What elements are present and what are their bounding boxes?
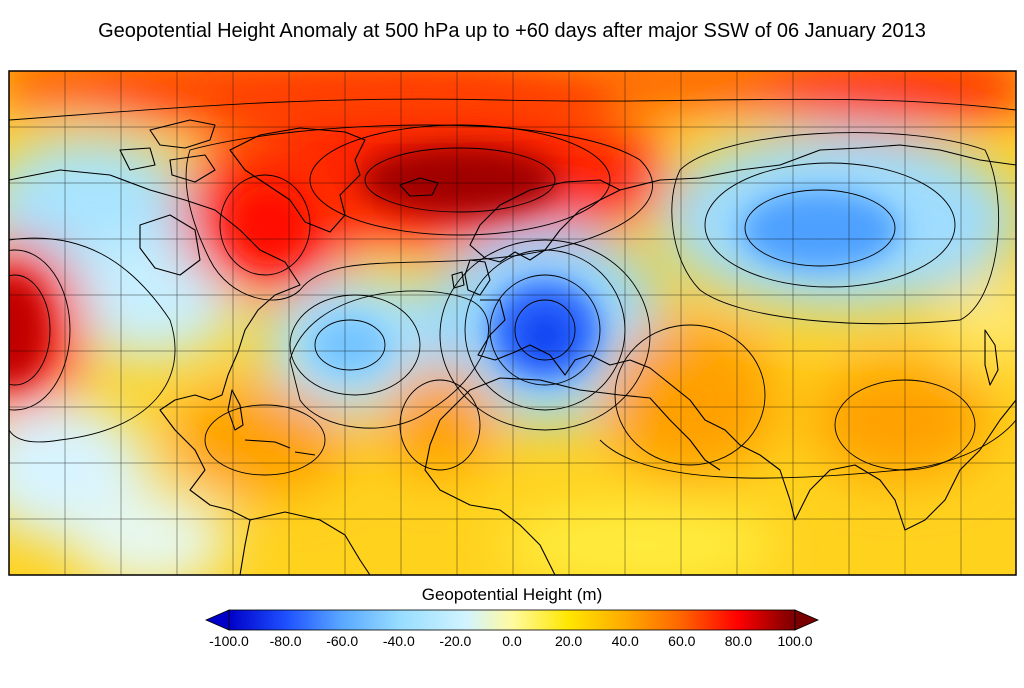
arctic-islands-coast — [119, 119, 216, 183]
hudson-bay-coast — [139, 214, 201, 276]
graticule — [9, 71, 1016, 575]
coastlines — [9, 119, 1016, 575]
south-america-coast — [249, 511, 371, 575]
west-africa-coast — [424, 419, 556, 575]
greenland-coast — [229, 127, 366, 233]
scandinavia-coast — [469, 179, 621, 263]
map-frame — [8, 70, 1017, 576]
colorbar-extend-max — [794, 609, 820, 631]
colorbar-tick-label: 20.0 — [554, 633, 583, 649]
british-isles-coast — [451, 259, 491, 296]
colorbar-tick-label: 40.0 — [611, 633, 639, 649]
colorbar-tick-label: 60.0 — [668, 633, 696, 649]
colorbar-tick-label: -20.0 — [439, 633, 472, 649]
colorbar-tick-label: 0.0 — [502, 633, 522, 649]
colorbar-tick-label: -60.0 — [326, 633, 359, 649]
colorbar-label: Geopotential Height (m) — [421, 585, 603, 604]
colorbar-tick-label: -40.0 — [382, 633, 415, 649]
colorbar-extend-min — [204, 609, 230, 631]
colorbar-tick-label: 80.0 — [724, 633, 753, 649]
japan-coast — [984, 329, 999, 386]
colorbar-tick-label: -100.0 — [209, 633, 249, 649]
north-america-coast — [9, 169, 301, 575]
colorbar-tick-label: -80.0 — [269, 633, 302, 649]
north-africa-coast — [439, 377, 721, 471]
caribbean-islands — [244, 439, 316, 456]
europe-coast — [477, 299, 666, 381]
eurasia-arctic-coast — [619, 144, 1016, 191]
anomaly-field — [9, 71, 1016, 575]
contour-lines — [9, 98, 1016, 479]
figure-title: Geopotential Height Anomaly at 500 hPa u… — [98, 20, 926, 42]
colorbar — [204, 609, 820, 631]
iceland-coast — [399, 177, 439, 197]
colorbar-tick-label: 100.0 — [777, 633, 813, 649]
asia-south-coast — [664, 379, 1016, 531]
colorbar-gradient — [228, 609, 796, 631]
florida-coast — [227, 389, 244, 431]
